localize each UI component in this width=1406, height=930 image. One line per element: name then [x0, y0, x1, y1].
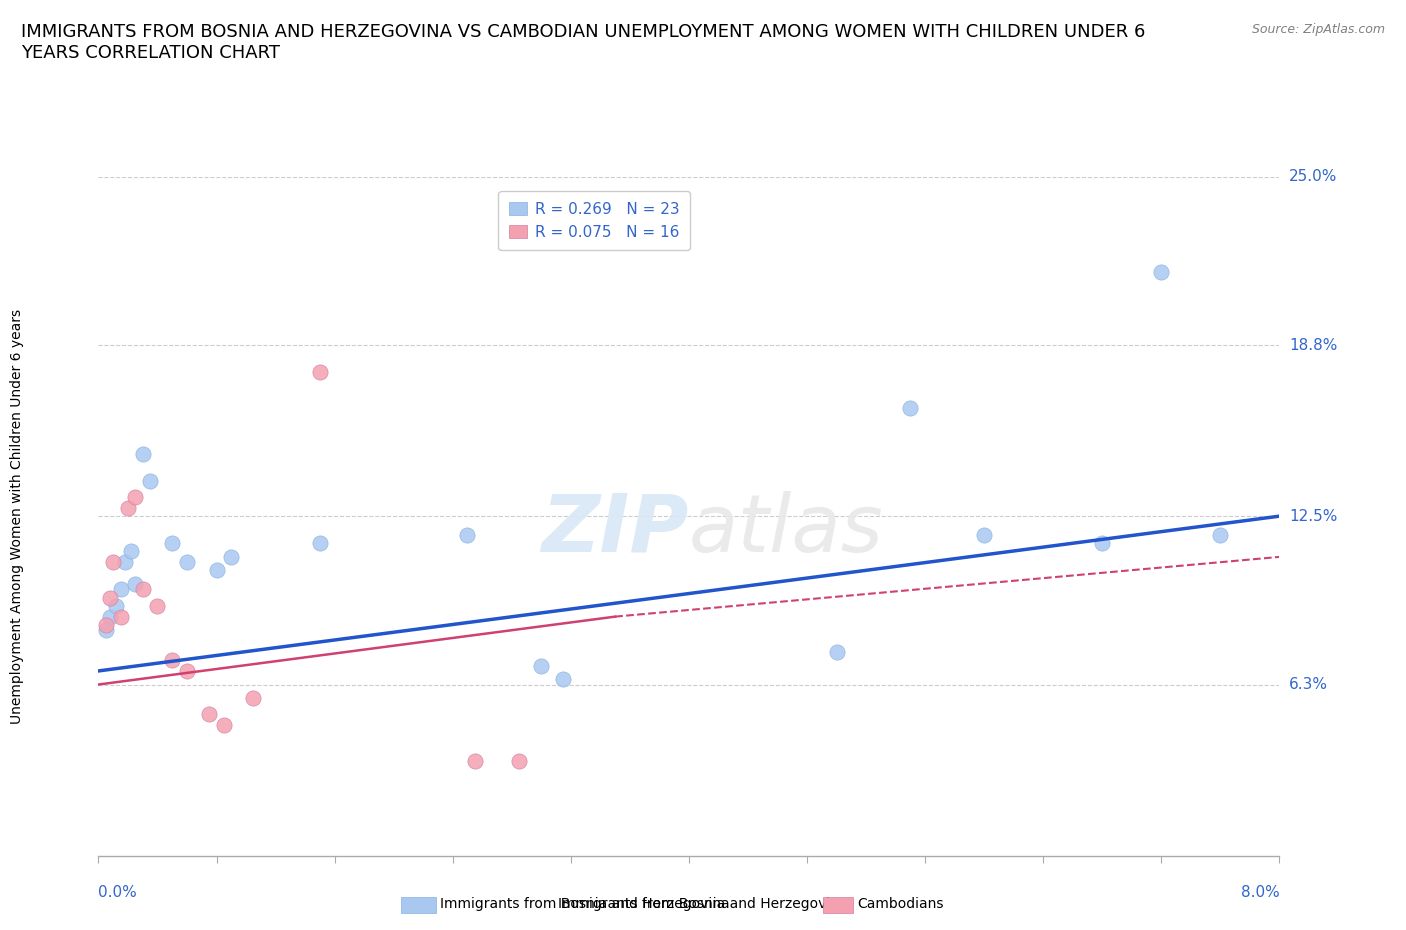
Text: Source: ZipAtlas.com: Source: ZipAtlas.com: [1251, 23, 1385, 36]
Text: Unemployment Among Women with Children Under 6 years: Unemployment Among Women with Children U…: [10, 309, 24, 724]
Point: [553, 671, 575, 686]
Point: [139, 473, 162, 488]
Point: [162, 536, 183, 551]
Point: [898, 400, 921, 415]
Text: atlas: atlas: [689, 491, 884, 569]
Point: [464, 753, 486, 768]
Point: [94, 618, 117, 632]
Point: [1091, 536, 1114, 551]
Text: Cambodians: Cambodians: [858, 897, 945, 911]
Text: 18.8%: 18.8%: [1289, 338, 1337, 352]
Point: [308, 365, 332, 379]
Text: 25.0%: 25.0%: [1289, 169, 1337, 184]
Text: IMMIGRANTS FROM BOSNIA AND HERZEGOVINA VS CAMBODIAN UNEMPLOYMENT AMONG WOMEN WIT: IMMIGRANTS FROM BOSNIA AND HERZEGOVINA V…: [21, 23, 1146, 62]
Text: 8.0%: 8.0%: [1240, 885, 1279, 900]
Point: [198, 707, 221, 722]
Point: [103, 555, 125, 570]
Text: Immigrants from Bosnia and Herzegovina: Immigrants from Bosnia and Herzegovina: [558, 897, 848, 911]
Point: [120, 544, 142, 559]
Point: [124, 577, 146, 591]
Point: [98, 591, 121, 605]
Point: [219, 550, 242, 565]
Point: [132, 446, 155, 461]
Point: [98, 609, 121, 624]
Text: 6.3%: 6.3%: [1289, 677, 1329, 692]
Point: [1209, 527, 1232, 542]
Point: [242, 691, 264, 706]
Point: [508, 753, 530, 768]
Text: 0.0%: 0.0%: [98, 885, 138, 900]
Point: [110, 609, 132, 624]
Point: [132, 582, 155, 597]
Point: [456, 527, 478, 542]
Point: [117, 500, 139, 515]
Point: [162, 653, 183, 668]
Text: Immigrants from Bosnia and Herzegovina: Immigrants from Bosnia and Herzegovina: [440, 897, 730, 911]
Legend: R = 0.269   N = 23, R = 0.075   N = 16: R = 0.269 N = 23, R = 0.075 N = 16: [499, 192, 690, 250]
Point: [973, 527, 995, 542]
Point: [1150, 264, 1173, 279]
Text: 12.5%: 12.5%: [1289, 509, 1337, 524]
Point: [146, 598, 169, 613]
Point: [105, 598, 128, 613]
Text: ZIP: ZIP: [541, 491, 689, 569]
Point: [825, 644, 848, 659]
Point: [114, 555, 136, 570]
Point: [212, 718, 235, 733]
Point: [308, 536, 332, 551]
Point: [205, 563, 228, 578]
Point: [530, 658, 553, 673]
Point: [176, 663, 198, 678]
Point: [110, 582, 132, 597]
Point: [124, 490, 146, 505]
Point: [94, 623, 117, 638]
Point: [176, 555, 198, 570]
